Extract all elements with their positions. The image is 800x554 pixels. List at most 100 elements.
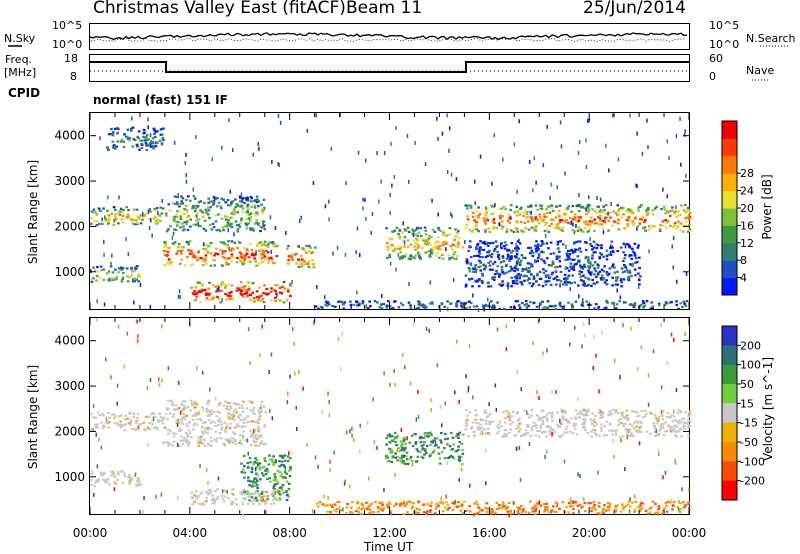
- scatter-cell: [256, 263, 260, 267]
- scatter-cell: [287, 487, 291, 491]
- scatter-cell: [638, 256, 641, 259]
- colorbar-segment: [722, 277, 737, 296]
- scatter-cell: [541, 419, 545, 422]
- scatter-cell: [598, 214, 602, 217]
- noise-cell: [365, 216, 367, 221]
- scatter-cell: [493, 306, 496, 309]
- scatter-cell: [357, 506, 360, 509]
- noise-cell: [582, 322, 585, 327]
- scatter-cell: [260, 243, 264, 246]
- scatter-cell: [230, 440, 234, 443]
- colorbar-segment: [722, 260, 737, 279]
- scatter-cell: [495, 272, 499, 275]
- scatter-cell: [119, 426, 123, 429]
- scatter-cell: [224, 257, 227, 260]
- scatter-cell: [624, 301, 627, 304]
- noise-cell: [544, 233, 547, 238]
- scatter-cell: [366, 506, 370, 509]
- scatter-cell: [162, 138, 165, 142]
- noise-cell: [412, 321, 415, 326]
- scatter-cell: [576, 504, 580, 507]
- scatter-cell: [291, 258, 295, 261]
- noise-cell: [291, 280, 293, 284]
- scatter-cell: [186, 435, 190, 438]
- scatter-cell: [177, 407, 181, 410]
- noise-cell: [670, 332, 673, 337]
- scatter-cell: [230, 259, 233, 263]
- scatter-cell: [647, 208, 650, 211]
- scatter-cell: [415, 307, 418, 310]
- scatter-cell: [466, 414, 469, 417]
- scatter-cell: [368, 504, 371, 507]
- scatter-cell: [534, 260, 538, 263]
- scatter-cell: [425, 444, 429, 448]
- colorbar-tick-label: 50: [740, 378, 754, 391]
- noise-cell: [192, 187, 194, 192]
- scatter-cell: [622, 301, 626, 304]
- scatter-cell: [532, 275, 536, 278]
- scatter-cell: [106, 209, 109, 212]
- colorbar-segment: [722, 480, 737, 501]
- scatter-cell: [483, 409, 487, 412]
- scatter-cell: [571, 274, 575, 277]
- scatter-cell: [485, 507, 489, 510]
- scatter-cell: [180, 245, 184, 248]
- scatter-cell: [491, 306, 494, 309]
- scatter-cell: [568, 504, 572, 508]
- scatter-cell: [253, 428, 257, 431]
- scatter-cell: [549, 283, 553, 286]
- scatter-cell: [420, 436, 423, 439]
- scatter-cell: [658, 415, 661, 418]
- scatter-cell: [253, 499, 257, 502]
- scatter-cell: [228, 408, 231, 412]
- scatter-cell: [528, 416, 531, 419]
- scatter-cell: [210, 298, 213, 301]
- noise-cell: [147, 443, 149, 448]
- noise-cell: [429, 280, 432, 285]
- scatter-cell: [573, 241, 576, 244]
- scatter-cell: [498, 283, 501, 286]
- scatter-cell: [254, 260, 257, 263]
- scatter-cell: [563, 281, 567, 284]
- scatter-cell: [618, 208, 621, 211]
- scatter-cell: [511, 280, 515, 283]
- scatter-cell: [207, 489, 211, 492]
- scatter-cell: [446, 443, 449, 446]
- scatter-cell: [196, 441, 200, 444]
- scatter-cell: [312, 263, 316, 266]
- scatter-cell: [105, 481, 109, 484]
- noise-cell: [424, 162, 427, 167]
- scatter-cell: [90, 217, 93, 220]
- noise-cell: [685, 271, 688, 276]
- noise-cell: [179, 410, 182, 415]
- scatter-cell: [613, 266, 616, 269]
- scatter-cell: [626, 269, 629, 272]
- scatter-cell: [539, 426, 543, 429]
- noise-cell: [546, 124, 548, 129]
- scatter-cell: [97, 207, 101, 210]
- scatter-cell: [94, 481, 97, 484]
- scatter-cell: [266, 251, 270, 254]
- scatter-cell: [394, 452, 397, 455]
- scatter-cell: [603, 218, 607, 222]
- scatter-cell: [536, 429, 539, 433]
- scatter-cell: [600, 268, 604, 271]
- scatter-cell: [197, 444, 201, 447]
- noise-cell: [561, 409, 564, 414]
- scatter-cell: [175, 220, 178, 224]
- scatter-cell: [608, 211, 612, 214]
- noise-cell: [556, 502, 559, 507]
- scatter-cell: [574, 417, 578, 421]
- scatter-cell: [520, 254, 524, 257]
- scatter-cell: [451, 501, 455, 505]
- scatter-cell: [531, 254, 535, 258]
- scatter-cell: [219, 420, 222, 423]
- scatter-cell: [677, 419, 681, 422]
- noise-cell: [430, 408, 432, 412]
- noise-cell: [519, 477, 522, 482]
- scatter-cell: [92, 277, 95, 280]
- scatter-cell: [511, 249, 515, 252]
- scatter-cell: [266, 477, 269, 481]
- scatter-cell: [439, 244, 442, 247]
- scatter-cell: [589, 273, 593, 276]
